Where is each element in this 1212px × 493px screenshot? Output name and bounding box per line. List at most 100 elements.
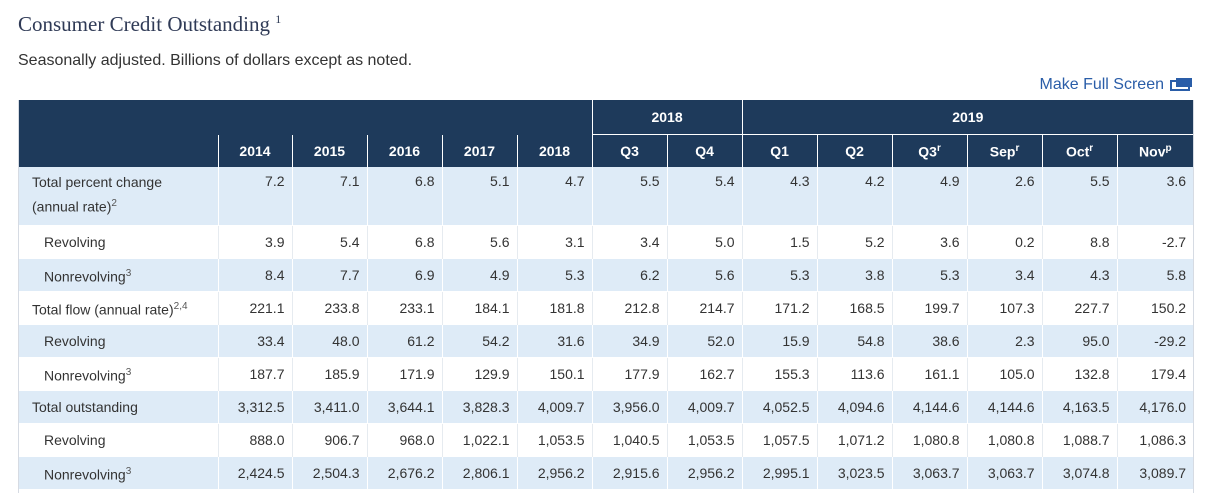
row-footnote-marker: 2,4 xyxy=(173,300,188,312)
column-header-label: Oct xyxy=(1065,143,1090,160)
table-cell: 7.1 xyxy=(291,167,367,226)
table-body: Total percent change (annual rate)2 7.2 7.… xyxy=(19,167,1193,490)
table-header: 2018 2019 2014 2015 2016 2017 2018 Q3 Q4 Q1 Q2 Q3… xyxy=(19,100,1193,167)
table-cell: 15.9 xyxy=(741,324,818,358)
column-header-revision-marker: p xyxy=(1165,142,1172,154)
table-cell: 107.3 xyxy=(966,291,1043,325)
table-cell: 4.3 xyxy=(741,167,818,226)
table-row: Total outstanding 3,312.5 3,411.0 3,644.1 3,… xyxy=(19,390,1193,424)
column-header: 2017 xyxy=(441,134,517,167)
table-cell: 4,009.7 xyxy=(516,390,593,424)
table-cell: 1,022.1 xyxy=(441,423,517,457)
table-cell: 6.2 xyxy=(591,258,668,292)
column-header-label: 2018 xyxy=(538,142,571,159)
table-cell: 906.7 xyxy=(291,423,367,457)
column-header-label: Q1 xyxy=(770,143,789,159)
table-cell: 8.4 xyxy=(217,258,292,292)
table-cell: 0.2 xyxy=(966,225,1043,259)
table-cell: 1,088.7 xyxy=(1041,423,1118,457)
table-cell: 3,644.1 xyxy=(366,390,442,424)
column-header-label: 2016 xyxy=(388,142,421,159)
table-cell: 171.9 xyxy=(366,357,442,391)
row-footnote-marker: 2 xyxy=(111,198,117,209)
table-cell: 6.8 xyxy=(366,167,442,226)
table-cell: 1,053.5 xyxy=(516,423,593,457)
make-full-screen-link[interactable]: Make Full Screen xyxy=(1040,76,1192,94)
table-cell: 177.9 xyxy=(591,357,668,391)
column-header: Q4 xyxy=(666,134,743,167)
table-cell: 4,144.6 xyxy=(966,390,1043,424)
column-header: Novp xyxy=(1116,134,1193,167)
table-cell: 1,040.5 xyxy=(591,423,668,457)
table-cell: 4.9 xyxy=(441,258,517,292)
table-cell: 1,057.5 xyxy=(741,423,818,457)
table-cell: 3.8 xyxy=(816,258,893,292)
fullscreen-icon xyxy=(1170,78,1192,92)
column-header-row: 2014 2015 2016 2017 2018 Q3 Q4 Q1 Q2 Q3r Sepr Octr N… xyxy=(19,134,1193,167)
table-cell: 132.8 xyxy=(1041,357,1118,391)
column-header-label: Q2 xyxy=(845,143,864,159)
column-header-label: Q4 xyxy=(695,143,714,159)
table-cell: 5.4 xyxy=(666,167,743,226)
table-cell: 54.2 xyxy=(441,324,517,358)
table-row: Revolving 3.9 5.4 6.8 5.6 3.1 3.4 5.0 1.5 5.2 3.6 0… xyxy=(19,225,1193,259)
table-cell: 5.8 xyxy=(1116,258,1193,292)
group-header-2018: 2018 xyxy=(591,100,743,135)
table-cell: 5.0 xyxy=(666,225,743,259)
table-cell: 212.8 xyxy=(591,291,668,325)
column-header: 2015 xyxy=(291,134,367,167)
table-cell: 184.1 xyxy=(441,291,517,325)
table-cell: 2,995.1 xyxy=(741,456,818,490)
row-label: Revolving xyxy=(19,225,218,259)
table-cell: 6.8 xyxy=(366,225,442,259)
column-header-label: Sep xyxy=(989,143,1016,160)
table-cell: 61.2 xyxy=(366,324,442,358)
table-cell: 5.5 xyxy=(1041,167,1118,226)
table-cell: 1,053.5 xyxy=(666,423,743,457)
table-cell: 2.6 xyxy=(966,167,1043,226)
table-cell: 162.7 xyxy=(666,357,743,391)
table-cell: 185.9 xyxy=(291,357,367,391)
table-cell: 4,163.5 xyxy=(1041,390,1118,424)
table-row: Nonrevolving3 187.7 185.9 171.9 129.9 150.1 17… xyxy=(19,357,1193,391)
table-cell: 5.6 xyxy=(441,225,517,259)
table-cell: 2,956.2 xyxy=(666,456,743,490)
table-row: Total flow (annual rate)2,4 221.1 233.8 233… xyxy=(19,291,1193,325)
column-header: Q3 xyxy=(591,134,668,167)
column-header-label: 2017 xyxy=(463,142,496,159)
table-cell: 171.2 xyxy=(741,291,818,325)
table-row: Revolving 888.0 906.7 968.0 1,022.1 1,053.5 1,… xyxy=(19,423,1193,457)
table-cell: 3.6 xyxy=(891,225,968,259)
table-cell: 3,312.5 xyxy=(217,390,292,424)
table-cell: 233.8 xyxy=(291,291,367,325)
table-cell: 4,176.0 xyxy=(1116,390,1193,424)
table-cell: 221.1 xyxy=(217,291,292,325)
table-cell: 888.0 xyxy=(217,423,292,457)
table-cell: 5.6 xyxy=(666,258,743,292)
table-cell: 8.8 xyxy=(1041,225,1118,259)
table-cell: 3.4 xyxy=(591,225,668,259)
table-cell: 187.7 xyxy=(217,357,292,391)
table-cell: 968.0 xyxy=(366,423,442,457)
table-cell: 168.5 xyxy=(816,291,893,325)
table-cell: 38.6 xyxy=(891,324,968,358)
row-label-text: Revolving xyxy=(44,332,106,349)
table-cell: 227.7 xyxy=(1041,291,1118,325)
table-cell: 1,071.2 xyxy=(816,423,893,457)
table-cell: 48.0 xyxy=(291,324,367,358)
column-header-label: Q3 xyxy=(918,143,937,160)
row-label-text: Nonrevolving xyxy=(44,268,126,285)
table-cell: 5.3 xyxy=(516,258,593,292)
table-row: Nonrevolving3 2,424.5 2,504.3 2,676.2 2,806.… xyxy=(19,456,1193,490)
row-label-text: Total outstanding xyxy=(32,398,138,415)
table-cell: 2.3 xyxy=(966,324,1043,358)
table-cell: 5.5 xyxy=(591,167,668,226)
row-footnote-marker: 3 xyxy=(125,465,132,477)
column-header: Q1 xyxy=(741,134,818,167)
table-cell: 95.0 xyxy=(1041,324,1118,358)
table-cell: 3,411.0 xyxy=(291,390,367,424)
table-cell: 1,080.8 xyxy=(891,423,968,457)
table-cell: 3.1 xyxy=(516,225,593,259)
table-cell: 199.7 xyxy=(891,291,968,325)
row-label-header xyxy=(19,134,218,167)
